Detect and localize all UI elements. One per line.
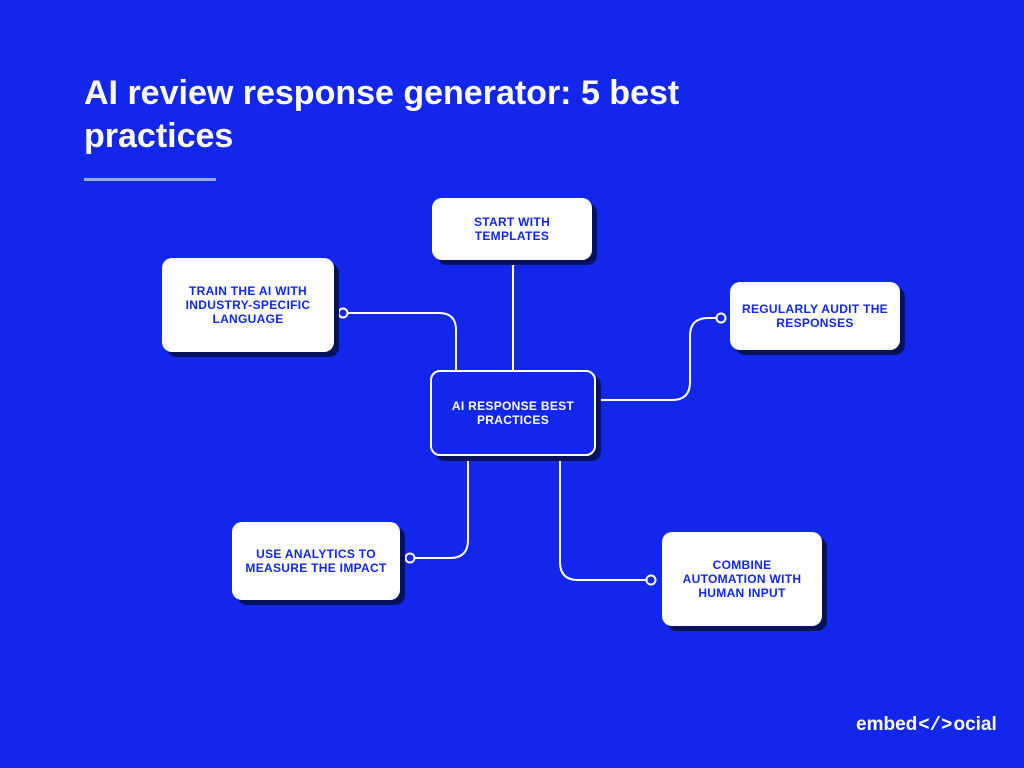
page-title: AI review response generator: 5 best pra… <box>84 72 684 157</box>
leaf-node-templates: START WITH TEMPLATES <box>432 198 592 260</box>
title-underline <box>84 178 216 181</box>
brand-logo: embed</>ocial <box>856 714 997 736</box>
code-icon: </> <box>918 714 952 736</box>
connector-endpoint-train-ai <box>339 309 348 318</box>
connector-endpoint-combine <box>647 576 656 585</box>
node-label: USE ANALYTICS TO MEASURE THE IMPACT <box>244 547 388 575</box>
node-label: START WITH TEMPLATES <box>444 215 580 243</box>
leaf-node-combine: COMBINE AUTOMATION WITH HUMAN INPUT <box>662 532 822 626</box>
node-label: TRAIN THE AI WITH INDUSTRY-SPECIFIC LANG… <box>174 284 322 326</box>
leaf-node-train-ai: TRAIN THE AI WITH INDUSTRY-SPECIFIC LANG… <box>162 258 334 352</box>
connector-endpoint-analytics <box>406 554 415 563</box>
connector-train-ai <box>343 313 456 370</box>
brand-prefix: embed <box>856 714 917 736</box>
leaf-node-audit: REGULARLY AUDIT THE RESPONSES <box>730 282 900 350</box>
connector-audit <box>596 318 720 400</box>
brand-suffix: ocial <box>953 714 996 736</box>
node-label: COMBINE AUTOMATION WITH HUMAN INPUT <box>674 558 810 600</box>
node-label: AI RESPONSE BEST PRACTICES <box>444 399 582 427</box>
infographic-canvas: AI review response generator: 5 best pra… <box>0 0 1024 768</box>
node-label: REGULARLY AUDIT THE RESPONSES <box>742 302 888 330</box>
connector-combine <box>560 456 650 580</box>
connector-analytics <box>412 456 468 558</box>
leaf-node-analytics: USE ANALYTICS TO MEASURE THE IMPACT <box>232 522 400 600</box>
connector-endpoint-audit <box>717 314 726 323</box>
center-node: AI RESPONSE BEST PRACTICES <box>430 370 596 456</box>
